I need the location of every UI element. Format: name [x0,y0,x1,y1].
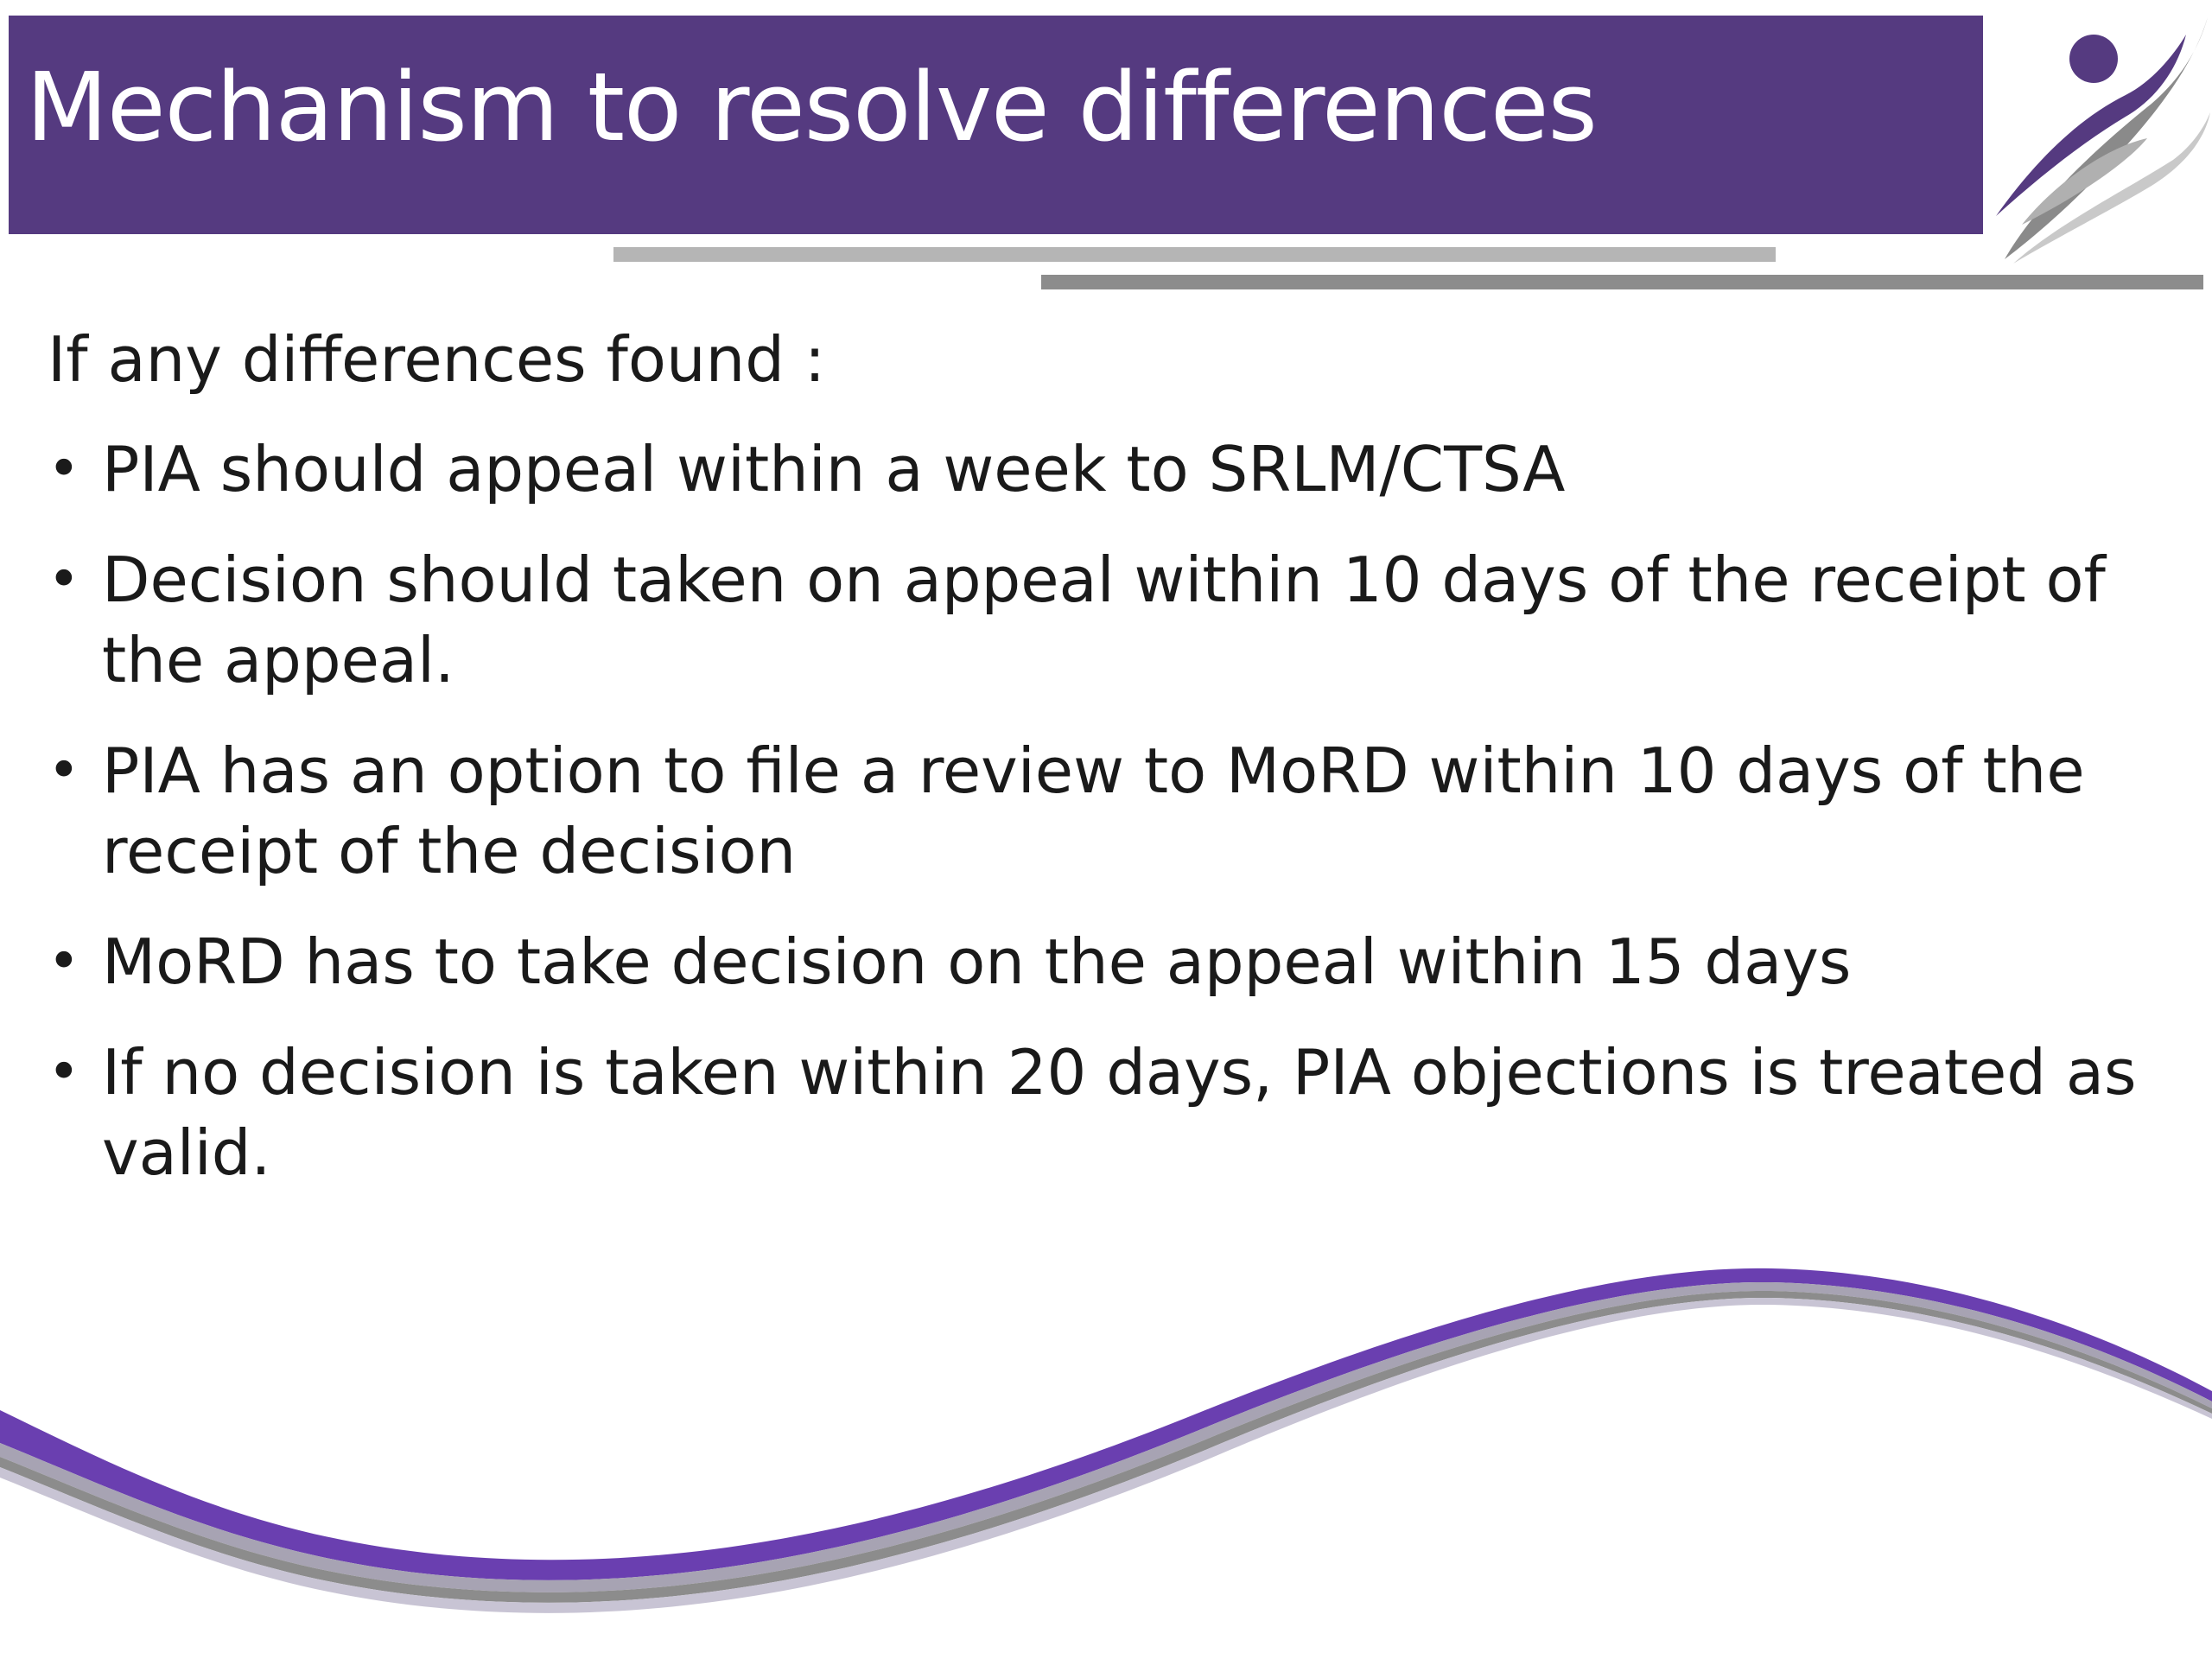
slide-body: If any differences found : • PIA should … [48,320,2164,1224]
slide-title: Mechanism to resolve differences [26,52,1598,162]
list-item: • If no decision is taken within 20 days… [48,1033,2164,1193]
list-item: • Decision should taken on appeal within… [48,540,2164,701]
intro-line: If any differences found : [48,323,826,396]
bullet-dot-icon: • [48,1040,80,1104]
person-swoosh-logo-icon [1996,17,2210,264]
bullet-dot-icon: • [48,437,80,501]
decorative-bar-light [613,247,1776,262]
bullet-dot-icon: • [48,930,80,994]
bullet-dot-icon: • [48,739,80,803]
decorative-bar-dark [1041,275,2203,289]
bullet-text: PIA should appeal within a week to SRLM/… [102,433,1566,505]
list-item: • PIA has an option to file a review to … [48,731,2164,892]
bullet-dot-icon: • [48,548,80,612]
title-banner: Mechanism to resolve differences [9,16,1983,234]
bullet-text: MoRD has to take decision on the appeal … [102,925,1852,998]
bullet-text: PIA has an option to file a review to Mo… [102,734,2085,887]
bullet-text: Decision should taken on appeal within 1… [102,543,2106,696]
list-item: • PIA should appeal within a week to SRL… [48,429,2164,510]
bullet-text: If no decision is taken within 20 days, … [102,1036,2137,1189]
list-item: • MoRD has to take decision on the appea… [48,922,2164,1002]
bullet-list: • PIA should appeal within a week to SRL… [48,429,2164,1193]
decorative-wave-icon [0,1268,2212,1613]
